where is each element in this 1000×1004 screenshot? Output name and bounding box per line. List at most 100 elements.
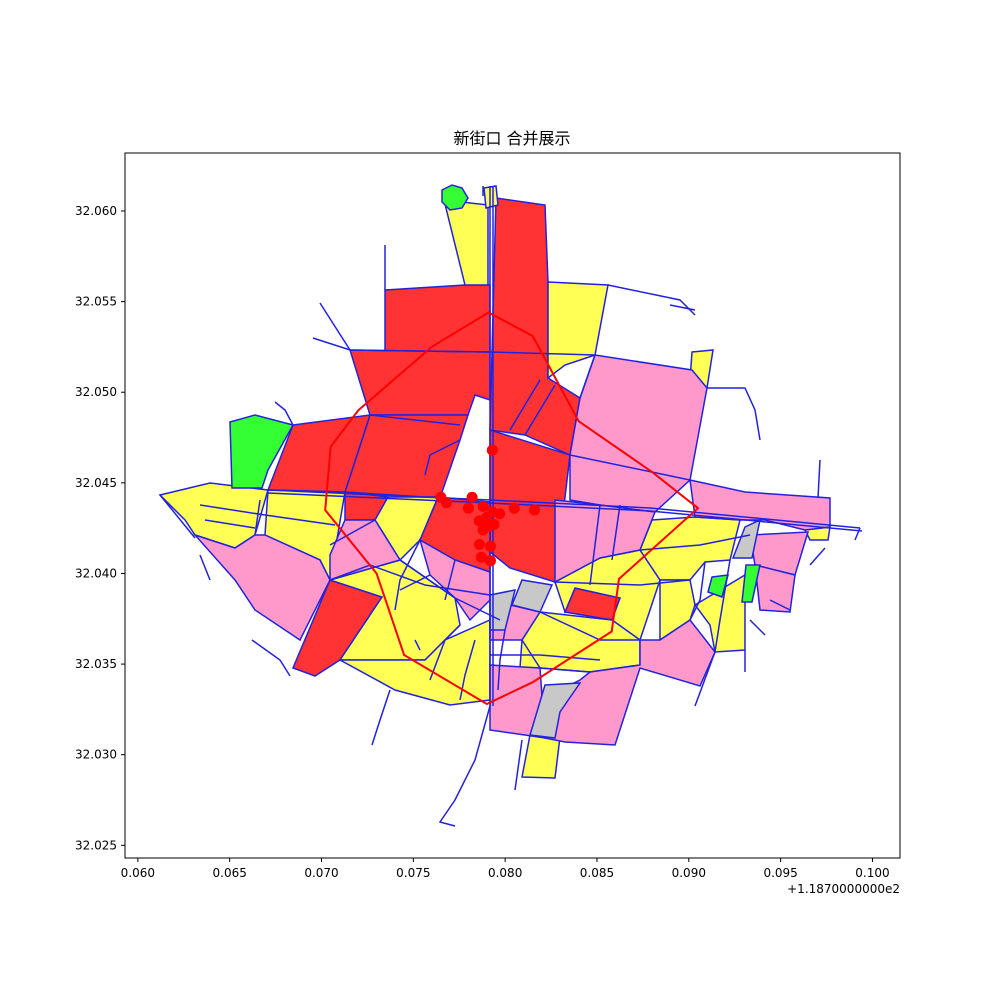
study-area-boundary bbox=[324, 311, 700, 706]
poi-point bbox=[475, 551, 487, 563]
map-title: 新街口 合并展示 bbox=[453, 129, 570, 148]
x-tick-label: 0.080 bbox=[488, 866, 522, 880]
y-tick-label: 32.025 bbox=[75, 838, 117, 852]
y-tick-label: 32.060 bbox=[75, 204, 117, 218]
parcel-public bbox=[754, 564, 796, 613]
road bbox=[444, 559, 456, 601]
parcel-other bbox=[731, 518, 762, 559]
parcel-other bbox=[529, 682, 582, 739]
road bbox=[707, 387, 761, 441]
road bbox=[394, 539, 421, 611]
road bbox=[159, 494, 196, 539]
road bbox=[204, 519, 256, 529]
poi-point bbox=[473, 539, 485, 550]
road-main-ew bbox=[267, 489, 861, 529]
x-tick-label: 0.095 bbox=[763, 866, 797, 880]
road bbox=[399, 559, 501, 621]
poi-point bbox=[440, 497, 452, 509]
road bbox=[817, 459, 821, 499]
poi-point bbox=[529, 504, 540, 516]
road bbox=[694, 651, 716, 707]
road bbox=[539, 667, 591, 673]
road bbox=[490, 654, 601, 661]
poi-point bbox=[462, 502, 474, 514]
road bbox=[521, 639, 541, 669]
road bbox=[854, 527, 861, 541]
poi-point bbox=[466, 491, 478, 503]
parcel-green bbox=[229, 414, 295, 489]
road bbox=[329, 519, 376, 546]
road bbox=[199, 504, 336, 526]
parcel-green bbox=[741, 564, 761, 603]
road bbox=[399, 574, 431, 591]
road bbox=[639, 534, 751, 551]
y-tick-label: 32.030 bbox=[75, 748, 117, 762]
y-tick-label: 32.050 bbox=[75, 385, 117, 399]
parcel-green bbox=[441, 184, 469, 211]
poi-point bbox=[473, 515, 485, 527]
parcel-residential bbox=[483, 185, 499, 209]
road-main-ew bbox=[267, 492, 863, 532]
road bbox=[607, 284, 696, 316]
road bbox=[329, 564, 491, 596]
road bbox=[424, 439, 461, 476]
poi-point bbox=[486, 444, 498, 456]
road bbox=[769, 599, 791, 611]
road bbox=[274, 401, 294, 426]
y-axis: 32.025 32.030 32.035 32.040 32.045 32.050 32.0… bbox=[75, 204, 125, 852]
road bbox=[199, 554, 211, 581]
road bbox=[589, 504, 601, 586]
road bbox=[251, 639, 291, 677]
green-parcels bbox=[229, 184, 761, 603]
road-network bbox=[159, 186, 863, 827]
road bbox=[414, 639, 421, 651]
map-layer bbox=[158, 184, 863, 827]
axes-frame bbox=[124, 152, 901, 859]
road bbox=[497, 629, 506, 691]
x-tick-label: 0.090 bbox=[672, 866, 706, 880]
x-tick-label: 0.075 bbox=[396, 866, 430, 880]
x-tick-label: 0.060 bbox=[121, 866, 155, 880]
parcel-public bbox=[192, 533, 331, 642]
x-axis: 0.060 0.065 0.070 0.075 0.080 0.085 0.090 0.095… bbox=[121, 858, 890, 880]
parcel-green bbox=[707, 574, 730, 598]
poi-point bbox=[477, 524, 489, 536]
poi-point bbox=[477, 500, 489, 512]
x-tick-label: 0.085 bbox=[580, 866, 614, 880]
road bbox=[669, 304, 696, 311]
road bbox=[554, 579, 691, 586]
road bbox=[459, 639, 476, 701]
road bbox=[569, 454, 691, 481]
parcel-residential bbox=[443, 199, 489, 286]
parcel-commercial bbox=[348, 349, 491, 416]
y-tick-label: 32.045 bbox=[75, 476, 117, 490]
poi-point bbox=[488, 519, 500, 530]
road bbox=[809, 547, 826, 566]
road bbox=[509, 379, 541, 431]
other-parcels bbox=[489, 518, 762, 739]
road bbox=[749, 619, 766, 636]
poi-layer bbox=[435, 444, 540, 567]
x-tick-label: 0.065 bbox=[213, 866, 247, 880]
poi-point bbox=[485, 555, 496, 567]
commercial-parcels bbox=[266, 197, 621, 677]
poi-point bbox=[485, 540, 496, 552]
y-tick-label: 32.035 bbox=[75, 657, 117, 671]
road bbox=[369, 414, 461, 426]
road bbox=[514, 739, 523, 791]
road bbox=[429, 624, 461, 681]
x-tick-label: 0.100 bbox=[855, 866, 889, 880]
road bbox=[689, 561, 706, 621]
poi-point bbox=[508, 502, 520, 514]
road bbox=[371, 689, 391, 746]
road bbox=[714, 559, 731, 653]
y-tick-label: 32.055 bbox=[75, 295, 117, 309]
road bbox=[254, 499, 261, 536]
road bbox=[579, 354, 596, 399]
x-tick-label: 0.070 bbox=[304, 866, 338, 880]
x-axis-offset-label: +1.1870000000e2 bbox=[787, 882, 900, 896]
road bbox=[319, 302, 351, 351]
y-tick-label: 32.040 bbox=[75, 566, 117, 580]
